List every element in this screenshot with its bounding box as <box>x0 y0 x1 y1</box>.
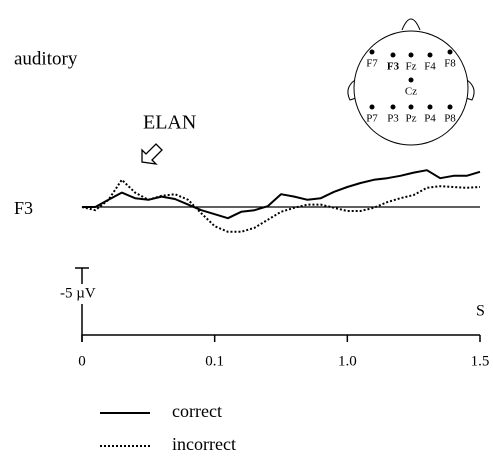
electrode <box>427 52 433 58</box>
electrode <box>447 104 453 110</box>
electrode-label: F7 <box>366 58 378 70</box>
electrode <box>408 77 414 83</box>
electrode <box>427 104 433 110</box>
annotation: ELAN <box>143 112 196 134</box>
electrode <box>408 52 414 58</box>
electrode <box>369 49 375 55</box>
electrode-label: F3 <box>387 61 400 73</box>
electrode-label: P4 <box>424 113 436 125</box>
electrode-label: Fz <box>406 61 417 73</box>
nose <box>401 18 421 31</box>
y-label: F3 <box>14 198 33 218</box>
electrode <box>408 104 414 110</box>
electrode-label: P8 <box>444 113 456 125</box>
x-tick-label: 1.0 <box>338 353 357 369</box>
scale-label: -5 µV <box>60 285 96 301</box>
scalp <box>353 30 469 146</box>
x-tick-label: 1.5 <box>471 353 490 369</box>
series-line <box>82 169 481 220</box>
electrode-label: F4 <box>424 61 436 73</box>
electrode <box>369 104 375 110</box>
x-tick-label: 0 <box>78 353 86 369</box>
electrode-label: F8 <box>444 58 456 70</box>
electrode <box>390 104 396 110</box>
chart-title: auditory <box>14 48 78 69</box>
x-unit: S <box>476 303 485 320</box>
electrode <box>447 49 453 55</box>
head: F7 F3 Fz F4 F8 Cz P7 P3 Pz P4 P8 <box>347 18 475 146</box>
legend-label: incorrect <box>172 434 236 454</box>
annotation-arrow <box>141 143 163 165</box>
legend-label: correct <box>172 401 222 421</box>
electrode <box>390 52 396 58</box>
electrode-label: Pz <box>406 113 417 125</box>
electrode-label: P7 <box>366 113 378 125</box>
electrode-label: Cz <box>405 86 417 98</box>
x-tick-label: 0.1 <box>205 353 224 369</box>
electrode-label: P3 <box>387 113 399 125</box>
series-line <box>81 178 481 233</box>
